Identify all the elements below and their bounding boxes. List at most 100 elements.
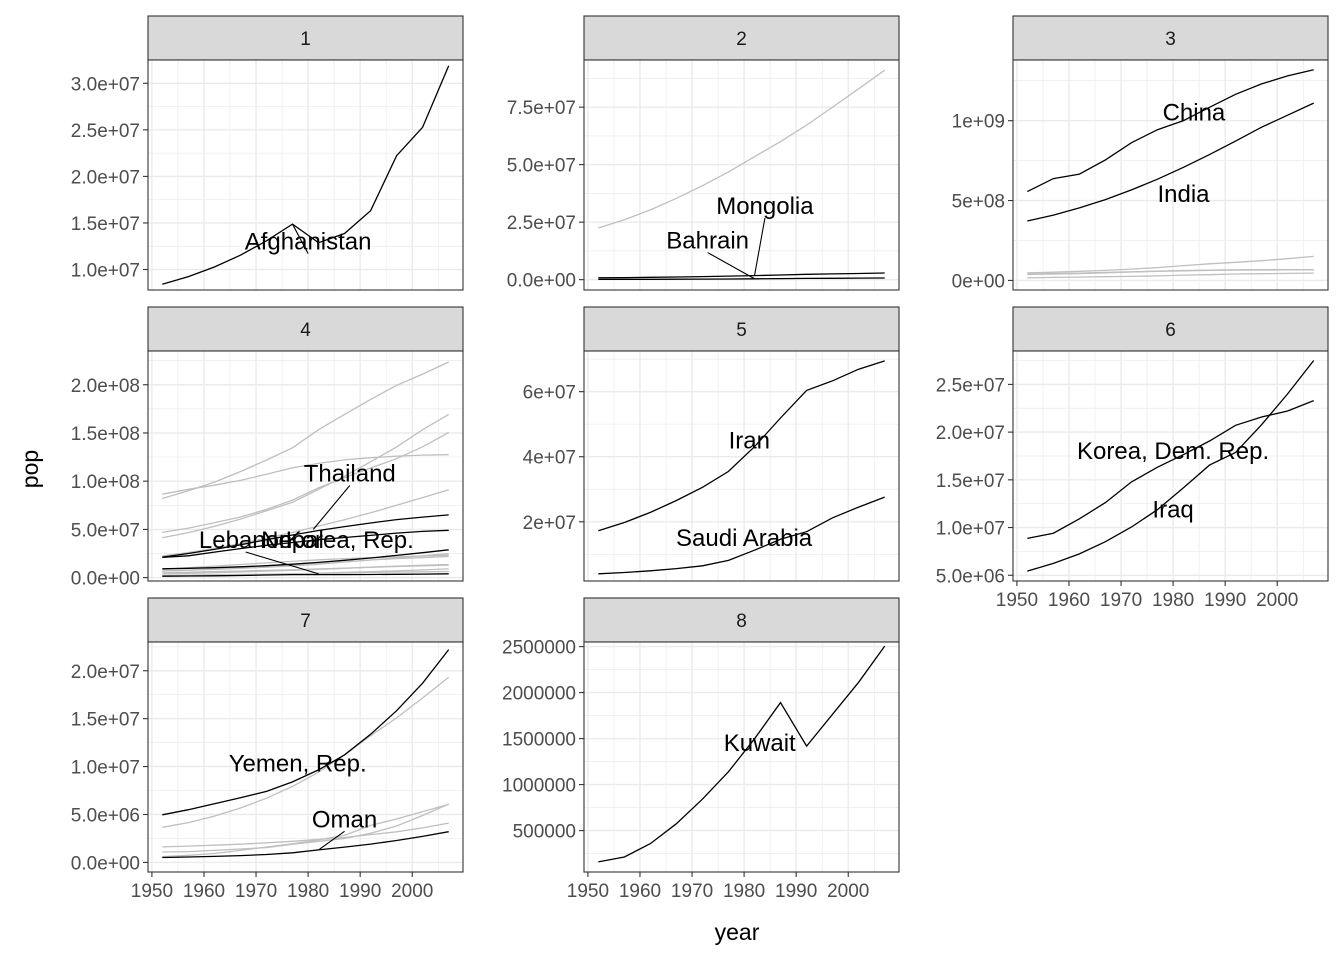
y-tick-label: 2000000 [502, 684, 576, 705]
label-leader-line [291, 223, 309, 254]
facet-panel-3: 3 China India 0e+00 5e+08 1e+09 [952, 15, 1329, 292]
facet-strip [583, 597, 900, 643]
panel-background [148, 642, 463, 872]
x-tick-label: 1950 [131, 881, 173, 902]
facet-strip-label: 6 [1165, 320, 1176, 341]
x-tick-label: 1990 [775, 881, 817, 902]
x-tick-label: 2000 [827, 881, 869, 902]
series-label: Saudi Arabia [676, 525, 813, 552]
background-series-line [162, 803, 449, 858]
facet-strip-label: 7 [300, 611, 311, 632]
x-tick-label: 2000 [391, 881, 433, 902]
y-tick-label: 2.5e+07 [71, 121, 140, 142]
series-label: Iran [729, 427, 770, 454]
series-label: Mongolia [716, 193, 814, 220]
facet-panel-6: 6 Korea, Dem. Rep. Iraq 5.0e+06 1.0e+07 1.5e+… [936, 306, 1329, 611]
series-line-saudi-arabia [598, 496, 885, 575]
x-tick-label: 1950 [567, 881, 609, 902]
series-line-yemen-rep- [162, 649, 450, 816]
x-tick-label: 1970 [1100, 590, 1142, 611]
facet-strip-label: 3 [1165, 29, 1176, 50]
x-tick-label: 1970 [235, 881, 277, 902]
facet-strip [1012, 15, 1329, 61]
x-tick-label: 1970 [671, 881, 713, 902]
y-tick-label: 2.0e+07 [71, 662, 140, 683]
panel-background [1013, 351, 1328, 581]
x-tick-label: 1990 [1204, 590, 1246, 611]
series-label: Afghanistan [245, 229, 372, 256]
series-label: Korea, Rep. [286, 527, 414, 554]
series-line-korea-rep- [162, 529, 449, 559]
series-label: Nepal [261, 527, 324, 554]
x-tick-label: 1960 [619, 881, 661, 902]
series-line-india [1027, 102, 1314, 222]
series-label: Lebanon [199, 527, 292, 554]
facet-panel-7: 7 Yemen, Rep. Oman 0.0e+00 5.0e+06 1.0e+07 1.5… [71, 597, 464, 902]
series-label: Kuwait [724, 730, 796, 757]
facet-strip-label: 5 [736, 320, 747, 341]
y-tick-label: 1.5e+07 [71, 214, 140, 235]
series-line-mongolia [598, 272, 885, 279]
background-series-line [162, 361, 449, 500]
series-line-iran [598, 360, 885, 532]
panel-background [584, 351, 899, 581]
background-series-line [162, 489, 449, 557]
y-tick-label: 2.5e+07 [936, 375, 1005, 396]
x-axis-title: year [715, 919, 760, 945]
series-line-korea-dem-rep- [1027, 399, 1314, 540]
background-series-line [162, 822, 449, 848]
background-series-line [162, 554, 449, 571]
background-series-line [162, 413, 450, 539]
y-tick-label: 2e+07 [523, 513, 576, 534]
facet-strip-label: 4 [300, 320, 311, 341]
background-series-line [162, 803, 449, 853]
y-tick-label: 2500000 [502, 638, 576, 659]
series-label: Bahrain [666, 228, 749, 255]
x-tick-label: 1980 [1152, 590, 1194, 611]
y-tick-label: 6e+07 [523, 383, 576, 404]
series-label: Korea, Dem. Rep. [1077, 438, 1269, 465]
x-tick-label: 1960 [183, 881, 225, 902]
y-tick-label: 0.0e+00 [71, 569, 140, 590]
label-leader-line [707, 252, 755, 280]
panel-border [1012, 350, 1329, 582]
panel-background [584, 60, 899, 290]
label-leader-line [245, 551, 319, 575]
y-tick-label: 2.0e+08 [71, 376, 140, 397]
panel-background [148, 60, 463, 290]
panel-border [583, 59, 900, 291]
series-label: Oman [312, 806, 377, 833]
panel-border [1012, 59, 1329, 291]
y-tick-label: 500000 [513, 822, 576, 843]
series-line-iraq [1027, 360, 1315, 572]
x-tick-label: 2000 [1256, 590, 1298, 611]
label-leader-line [318, 830, 345, 851]
background-series-line [162, 555, 449, 572]
series-label: Iraq [1152, 496, 1193, 523]
y-tick-label: 5.0e+07 [507, 156, 576, 177]
background-series-line [598, 69, 886, 229]
y-tick-label: 5e+08 [952, 192, 1005, 213]
panel-border [147, 350, 464, 582]
y-tick-label: 5.0e+07 [71, 520, 140, 541]
y-tick-label: 1000000 [502, 776, 576, 797]
series-label: Yemen, Rep. [229, 751, 367, 778]
background-series-line [1027, 272, 1314, 279]
series-line-thailand [162, 514, 449, 558]
series-line-bahrain [598, 277, 885, 281]
y-tick-label: 0.0e+00 [507, 271, 576, 292]
y-tick-label: 1.0e+08 [71, 472, 140, 493]
panel-background [1013, 60, 1328, 290]
y-tick-label: 1.5e+08 [71, 424, 140, 445]
y-tick-label: 1.0e+07 [71, 261, 140, 282]
label-leader-line [753, 217, 766, 276]
x-tick-label: 1980 [723, 881, 765, 902]
series-line-afghanistan [162, 65, 450, 285]
series-line-nepal [162, 549, 449, 570]
y-tick-label: 5.0e+06 [71, 806, 140, 827]
series-label: Thailand [304, 460, 396, 487]
facet-panel-5: 5 Iran Saudi Arabia 2e+07 4e+07 6e+07 [523, 306, 900, 582]
facet-panel-1: 1 Afghanistan 1.0e+07 1.5e+07 2.0e+07 2.5e+07… [71, 15, 464, 291]
